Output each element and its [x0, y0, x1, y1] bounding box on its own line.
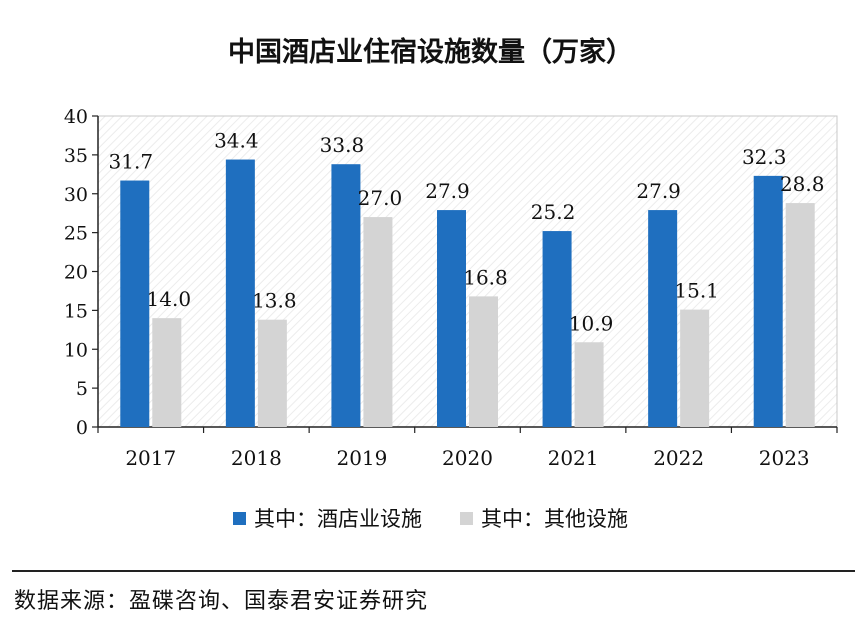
data-label-hotel: 32.3 [742, 145, 787, 169]
y-tick-label: 0 [76, 417, 88, 439]
x-axis: 2017 2018 2019 2020 2021 2022 2023 [97, 426, 838, 470]
bar-other [363, 217, 393, 427]
y-tick-label: 5 [76, 378, 88, 400]
legend-swatch-other [460, 511, 473, 525]
legend-label-other: 其中：其他设施 [481, 507, 628, 531]
data-label-other: 16.8 [463, 265, 508, 289]
source-note: 数据来源：盈碟咨询、国泰君安证券研究 [14, 589, 429, 614]
data-label-hotel: 33.8 [320, 133, 365, 157]
x-tick-label: 2018 [231, 446, 282, 470]
x-tick-label: 2019 [336, 446, 387, 470]
data-label-hotel: 27.9 [636, 179, 681, 203]
data-label-hotel: 31.7 [109, 150, 154, 174]
footer-divider [12, 570, 855, 572]
x-tick-label: 2017 [125, 446, 176, 470]
plot-area [97, 115, 838, 428]
bar-other [469, 296, 498, 427]
x-tick-label: 2020 [442, 446, 493, 470]
y-tick-label: 15 [64, 300, 88, 322]
bar-hotel [120, 180, 150, 427]
x-tick-label: 2021 [548, 446, 599, 470]
data-labels: 31.7 34.4 33.8 27.9 25.2 27.9 32.3 14.0 13.8 27.0… [109, 129, 825, 336]
y-tick-label: 10 [64, 339, 88, 361]
bar-other [680, 309, 710, 427]
bar-hotel [331, 164, 361, 427]
legend-swatch-hotel [233, 511, 246, 525]
legend-label-hotel: 其中：酒店业设施 [254, 507, 422, 531]
bar-hotel [648, 210, 678, 427]
x-tick-label: 2023 [759, 446, 810, 470]
y-tick-label: 30 [64, 184, 88, 206]
legend: 其中：酒店业设施 其中：其他设施 [0, 503, 861, 533]
chart-title: 中国酒店业住宿设施数量（万家） [228, 37, 633, 68]
x-tick-label: 2022 [653, 446, 704, 470]
bar-hotel [542, 231, 572, 427]
data-label-other: 14.0 [147, 287, 192, 311]
y-tick-label: 35 [64, 145, 88, 167]
y-tick-label: 25 [64, 223, 88, 245]
legend-item-hotel: 其中：酒店业设施 [233, 503, 422, 533]
bar-other [574, 342, 604, 427]
bars [120, 159, 815, 428]
data-label-other: 13.8 [252, 289, 297, 313]
y-tick-label: 40 [64, 106, 88, 128]
bar-hotel [753, 175, 783, 427]
bar-other [152, 318, 182, 427]
bar-other [257, 319, 287, 427]
data-label-other: 10.9 [569, 311, 614, 335]
y-tick-label: 20 [64, 262, 88, 284]
data-label-hotel: 34.4 [214, 129, 259, 153]
bar-hotel [437, 210, 466, 427]
y-axis: 0 5 10 15 20 25 30 35 40 [64, 106, 99, 439]
bar-other [785, 203, 815, 427]
bar-hotel [225, 159, 255, 428]
data-label-hotel: 25.2 [531, 200, 576, 224]
data-label-other: 27.0 [358, 186, 403, 210]
legend-item-other: 其中：其他设施 [460, 503, 628, 533]
data-label-hotel: 27.9 [425, 179, 470, 203]
data-label-other: 28.8 [780, 172, 825, 196]
data-label-other: 15.1 [674, 279, 719, 303]
